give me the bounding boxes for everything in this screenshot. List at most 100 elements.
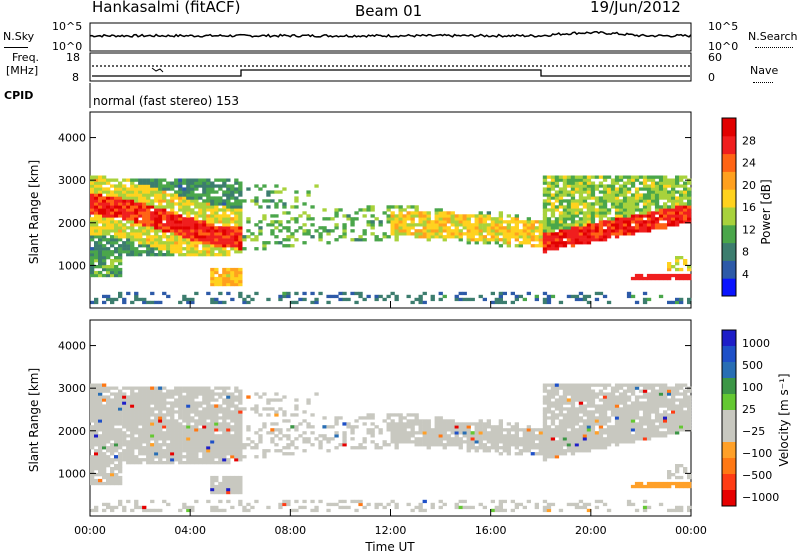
velocity-cell [318, 443, 323, 447]
velocity-cell [126, 401, 131, 405]
power-cell [162, 196, 167, 200]
velocity-cell [679, 464, 684, 468]
power-cell [150, 229, 155, 233]
velocity-cell [654, 419, 660, 423]
power-ytick-label: 3000 [58, 174, 86, 187]
velocity-cell [566, 443, 572, 447]
power-cell [390, 214, 395, 218]
power-cell [282, 244, 287, 248]
velocity-cell [134, 407, 139, 411]
velocity-cell [134, 410, 139, 414]
power-cell [494, 223, 499, 227]
velocity-cell [154, 449, 159, 453]
power-cell [663, 190, 668, 194]
velocity-cell [394, 428, 399, 432]
velocity-cell [230, 425, 235, 429]
velocity-cell [94, 508, 99, 513]
velocity-cell [130, 443, 135, 447]
power-cell [90, 199, 95, 203]
velocity-cell [514, 452, 519, 456]
velocity-cell [542, 419, 548, 423]
power-cell [278, 241, 283, 245]
power-cell [222, 241, 227, 245]
power-cell [614, 205, 620, 209]
power-cell [614, 214, 620, 218]
power-cell [638, 175, 644, 179]
velocity-cell [118, 407, 123, 411]
power-cell [134, 232, 139, 236]
power-cell [174, 190, 179, 194]
power-cell [374, 238, 379, 242]
power-cell [622, 226, 628, 230]
velocity-cell [202, 446, 207, 450]
velocity-cell [226, 434, 231, 438]
velocity-cell [114, 437, 119, 441]
velocity-cell [590, 440, 596, 444]
velocity-cell [642, 392, 648, 396]
power-cell [178, 202, 183, 206]
velocity-cell [186, 434, 191, 438]
power-cell [118, 247, 123, 251]
power-cell [106, 193, 111, 197]
velocity-cell [687, 413, 692, 417]
velocity-cell [683, 413, 688, 417]
power-cell [622, 229, 628, 233]
velocity-cell [182, 398, 187, 402]
power-cell [574, 202, 580, 206]
power-cell [626, 178, 632, 182]
velocity-cell [178, 416, 183, 420]
power-cell [170, 232, 175, 236]
power-cell [110, 267, 115, 272]
velocity-cell [594, 446, 600, 450]
power-cell [422, 220, 427, 224]
power-cell [158, 217, 163, 221]
power-cell [126, 214, 131, 218]
velocity-cell [214, 422, 219, 426]
power-cell [146, 181, 151, 185]
power-cell [210, 235, 215, 239]
power-cell [390, 220, 395, 224]
power-cell [150, 250, 155, 254]
velocity-cell [590, 401, 596, 405]
power-cell [218, 202, 223, 206]
power-cell [394, 294, 399, 299]
velocity-cell [190, 401, 195, 405]
power-cell [618, 184, 624, 188]
power-cell [438, 232, 443, 236]
power-cell [202, 223, 207, 227]
power-cell [114, 193, 119, 197]
power-cell [486, 241, 491, 245]
velocity-colorbar-frame [721, 329, 737, 507]
velocity-cell [554, 425, 560, 429]
power-cell [558, 193, 564, 197]
velocity-cell [506, 422, 511, 426]
velocity-cell [526, 425, 531, 429]
power-cell [238, 205, 243, 209]
velocity-cell [130, 455, 135, 459]
power-cell [562, 184, 568, 188]
power-cell [146, 232, 151, 236]
power-cell [586, 238, 592, 242]
power-cell [426, 235, 431, 239]
velocity-cell [562, 386, 568, 390]
velocity-cell [186, 458, 191, 462]
power-cell [234, 205, 239, 209]
velocity-cell [198, 389, 203, 393]
velocity-cell [274, 449, 279, 453]
power-cell [142, 199, 147, 203]
power-cell [478, 238, 483, 242]
power-cell [206, 223, 211, 227]
power-cell [598, 202, 604, 206]
power-cell [170, 244, 175, 248]
velocity-cell [210, 443, 215, 447]
power-cell [210, 253, 215, 257]
velocity-cell [418, 440, 423, 444]
power-cell [114, 226, 119, 230]
power-cell [186, 253, 191, 257]
power-cell [110, 178, 115, 182]
velocity-cell [318, 499, 323, 504]
power-cell [170, 208, 175, 212]
velocity-cell [526, 440, 531, 444]
velocity-cell [170, 404, 175, 408]
velocity-cell [122, 398, 127, 402]
